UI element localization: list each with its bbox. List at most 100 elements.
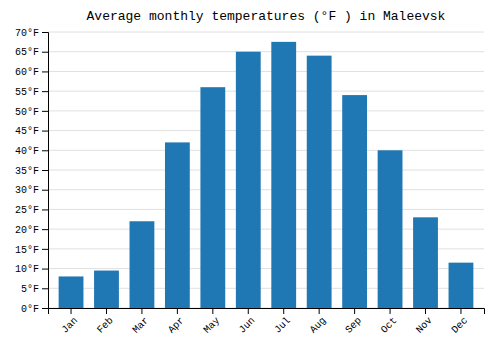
bar [94,271,119,308]
bars [59,42,474,308]
bar [413,217,438,308]
tick-label: 55°F [15,87,39,98]
tick-mark [42,288,48,289]
tick-mark [42,308,48,309]
y-tick: 0°F [21,304,48,315]
tick-mark [319,308,320,314]
grid-line [48,130,484,131]
tick-mark [106,308,107,314]
bar [449,263,474,308]
tick-label: 60°F [15,67,39,78]
x-tick: May [202,308,223,336]
tick-mark [212,308,213,314]
y-tick: 70°F [15,28,48,39]
plot: 0°F 5°F 10°F 15°F 20°F 25°F 30°F 35°F 40°F 45°F 50… [15,28,485,336]
tick-mark [42,269,48,270]
tick-label: 15°F [15,245,39,256]
x-tick: Nov [414,308,435,336]
bar [59,276,84,308]
grid-line [48,71,484,72]
tick-label: 20°F [15,225,39,236]
y-tick: 65°F [15,47,48,58]
tick-mark [42,91,48,92]
tick-mark [177,308,178,314]
tick-label: 5°F [21,284,39,295]
tick-mark [42,170,48,171]
x-tick: Aug [308,308,329,336]
tick-label: 70°F [15,28,39,39]
grid-line [48,51,484,52]
chart: 0°F 5°F 10°F 15°F 20°F 25°F 30°F 35°F 40°F 45°F 50… [0,0,500,350]
tick-label: Apr [166,315,187,336]
axis-line [49,309,485,315]
tick-label: Oct [379,315,400,336]
tick-mark [42,71,48,72]
y-tick: 45°F [15,126,48,137]
y-tick: 50°F [15,107,48,118]
tick-mark [42,150,48,151]
tick-label: 65°F [15,47,39,58]
bar [378,150,403,308]
grid [48,32,484,308]
bar [200,87,225,308]
tick-label: Feb [95,315,116,336]
tick-mark [42,131,48,132]
tick-label: Sep [343,315,364,336]
tick-label: Nov [414,315,435,336]
tick-label: Jul [272,315,293,336]
tick-mark [42,190,48,191]
x-axis: Jan Feb Mar Apr May Jun Jul Aug Sep Oct Nov Dec [49,308,485,336]
x-tick: Jul [272,308,293,336]
y-tick: 60°F [15,67,48,78]
x-tick: Apr [166,308,187,336]
y-tick: 5°F [21,284,48,295]
tick-mark [354,308,355,314]
bar [307,56,332,308]
tick-label: 0°F [21,304,39,315]
y-tick: 10°F [15,264,48,275]
tick-mark [141,308,142,314]
bar [236,52,261,308]
bar [165,142,190,308]
tick-label: Dec [450,315,471,336]
tick-label: Jan [60,315,81,336]
x-tick: Oct [379,308,400,336]
tick-label: 50°F [15,107,39,118]
x-tick: Sep [343,308,364,336]
tick-label: 45°F [15,126,39,137]
tick-mark [460,308,461,314]
axis-line [42,33,49,309]
bar [342,95,367,308]
grid-line [48,150,484,151]
tick-mark [248,308,249,314]
x-tick: Mar [131,308,152,336]
x-tick: Feb [95,308,116,336]
x-tick: Jan [60,308,81,336]
y-tick: 40°F [15,146,48,157]
tick-mark [42,229,48,230]
y-tick: 20°F [15,225,48,236]
y-tick: 30°F [15,185,48,196]
y-tick: 35°F [15,166,48,177]
tick-label: Jun [237,315,258,336]
y-tick: 55°F [15,87,48,98]
tick-label: 35°F [15,166,39,177]
tick-label: 10°F [15,264,39,275]
x-tick: Jun [237,308,258,336]
tick-mark [42,52,48,53]
tick-label: Mar [131,315,152,336]
title: Average monthly temperatures (°F ) in Ma… [87,9,446,24]
tick-label: May [202,315,223,336]
tick-mark [425,308,426,314]
grid-line [48,189,484,190]
tick-mark [71,308,72,314]
grid-line [48,32,484,33]
y-tick: 15°F [15,245,48,256]
tick-mark [42,249,48,250]
tick-label: 25°F [15,205,39,216]
tick-label: 30°F [15,185,39,196]
y-tick: 25°F [15,205,48,216]
grid-line [48,110,484,111]
tick-mark [283,308,284,314]
y-axis: 0°F 5°F 10°F 15°F 20°F 25°F 30°F 35°F 40°F 45°F 50… [15,28,49,315]
